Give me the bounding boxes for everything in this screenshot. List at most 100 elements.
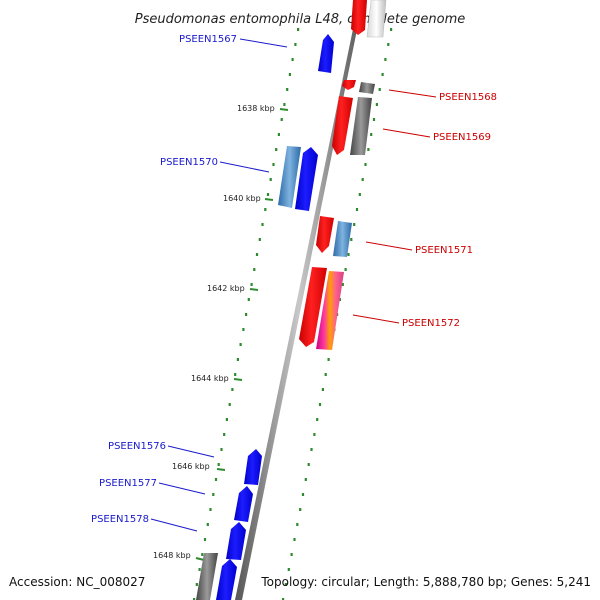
minor-tick [239, 343, 242, 346]
minor-tick [201, 553, 204, 556]
gene-arrow-pseen1572[interactable] [299, 267, 327, 347]
minor-tick [225, 418, 228, 421]
kbp-label: 1642 kbp [207, 284, 245, 293]
gene-arrow-pseen1569[interactable] [332, 96, 353, 155]
minor-tick [378, 88, 381, 91]
minor-tick [291, 58, 294, 61]
gene-label-pseen1572[interactable]: PSEEN1572 [402, 318, 460, 329]
minor-tick [236, 358, 239, 361]
genome-backbone [235, 0, 363, 600]
minor-tick [231, 388, 234, 391]
gene-label-pseen1567[interactable]: PSEEN1567 [179, 34, 237, 45]
gene-label-pseen1570[interactable]: PSEEN1570 [160, 157, 218, 168]
gene-label-leaders [150, 38, 437, 532]
minor-tick [347, 253, 350, 256]
gene-arrow[interactable] [295, 147, 318, 211]
leader-line [352, 314, 400, 324]
minor-tick [324, 373, 327, 376]
kbp-tick [249, 288, 259, 291]
gene-label-pseen1578[interactable]: PSEEN1578 [91, 514, 149, 525]
kbp-tick [216, 468, 226, 471]
minor-tick [361, 178, 364, 181]
minor-tick [299, 508, 302, 511]
minor-tick [297, 28, 300, 31]
kbp-label: 1638 kbp [237, 104, 275, 113]
gene-arrow[interactable] [216, 559, 237, 600]
inner-tick-track [193, 28, 300, 600]
gene-arrow[interactable] [366, 0, 387, 38]
minor-tick [372, 118, 376, 121]
kbp-label: 1644 kbp [191, 374, 229, 383]
kbp-label: 1646 kbp [172, 462, 210, 471]
minor-tick [209, 508, 212, 511]
minor-tick [307, 463, 310, 466]
minor-tick [264, 208, 267, 211]
minor-tick [255, 253, 259, 256]
gene-arrow[interactable] [196, 553, 218, 600]
minor-tick [375, 103, 378, 106]
minor-tick [195, 583, 198, 586]
minor-tick [358, 193, 361, 196]
leader-line [388, 89, 437, 98]
kbp-label: 1648 kbp [153, 551, 191, 560]
gene-arrow-pseen1572-multi[interactable] [316, 271, 344, 350]
gene-arrow-pseen1576[interactable] [244, 449, 262, 485]
gene-label-pseen1577[interactable]: PSEEN1577 [99, 478, 157, 489]
minor-tick [390, 28, 393, 31]
gene-label-pseen1569[interactable]: PSEEN1569 [433, 132, 491, 143]
gene-arrow[interactable] [333, 221, 352, 257]
gene-arrow-pseen1577[interactable] [234, 486, 253, 522]
minor-tick [364, 163, 367, 166]
kbp-ticks: 1638 kbp 1640 kbp 1642 kbp 1644 kbp 1646… [153, 104, 289, 561]
minor-tick [277, 133, 280, 136]
gene-label-pseen1568[interactable]: PSEEN1568 [439, 92, 497, 103]
minor-tick [269, 178, 272, 181]
minor-tick [384, 58, 387, 61]
leader-line [150, 518, 198, 532]
gene-arrow-pseen1567[interactable] [318, 34, 334, 73]
leader-line [158, 482, 206, 495]
minor-tick [287, 568, 290, 571]
minor-tick [220, 448, 223, 451]
minor-tick [280, 118, 283, 121]
kbp-tick [264, 198, 274, 201]
gene-arrow-pseen1568[interactable] [342, 80, 356, 90]
minor-tick [214, 478, 218, 481]
minor-tick [242, 328, 245, 331]
minor-tick [304, 478, 307, 481]
minor-tick [258, 238, 261, 241]
minor-tick [353, 223, 356, 226]
minor-tick [321, 388, 324, 391]
minor-tick [381, 73, 384, 76]
gene-arrow-pseen1571[interactable] [316, 216, 334, 253]
minor-tick [250, 283, 253, 286]
minor-tick [198, 568, 201, 571]
minor-tick [284, 583, 287, 586]
minor-tick [275, 148, 278, 151]
minor-tick [344, 268, 347, 271]
minor-tick [203, 538, 207, 541]
minor-tick [310, 448, 313, 451]
topology-text: Topology: circular; Length: 5,888,780 bp… [260, 575, 591, 589]
gene-label-pseen1571[interactable]: PSEEN1571 [415, 245, 473, 256]
gene-arrow-pseen1569-grey[interactable] [350, 97, 372, 155]
minor-tick [367, 148, 370, 151]
minor-tick [223, 433, 226, 436]
kbp-label: 1640 kbp [223, 194, 261, 203]
kbp-tick [233, 378, 243, 381]
gene-arrow-pseen1570[interactable] [278, 146, 301, 208]
gene-arrow[interactable] [351, 0, 367, 35]
minor-tick [217, 463, 220, 466]
gene-arrow-pseen1578[interactable] [226, 522, 246, 560]
minor-tick [387, 43, 390, 46]
gene-label-pseen1576[interactable]: PSEEN1576 [108, 441, 166, 452]
minor-tick [290, 553, 293, 556]
leader-line [239, 38, 288, 48]
minor-tick [245, 313, 248, 316]
minor-tick [316, 418, 319, 421]
forward-gene-labels: PSEEN1567 PSEEN1570 PSEEN1576 PSEEN1577 … [91, 34, 237, 525]
leader-line [382, 128, 431, 138]
accession-text: Accession: NC_008027 [9, 575, 145, 589]
gene-arrow[interactable] [359, 82, 375, 94]
kbp-tick [279, 108, 289, 111]
